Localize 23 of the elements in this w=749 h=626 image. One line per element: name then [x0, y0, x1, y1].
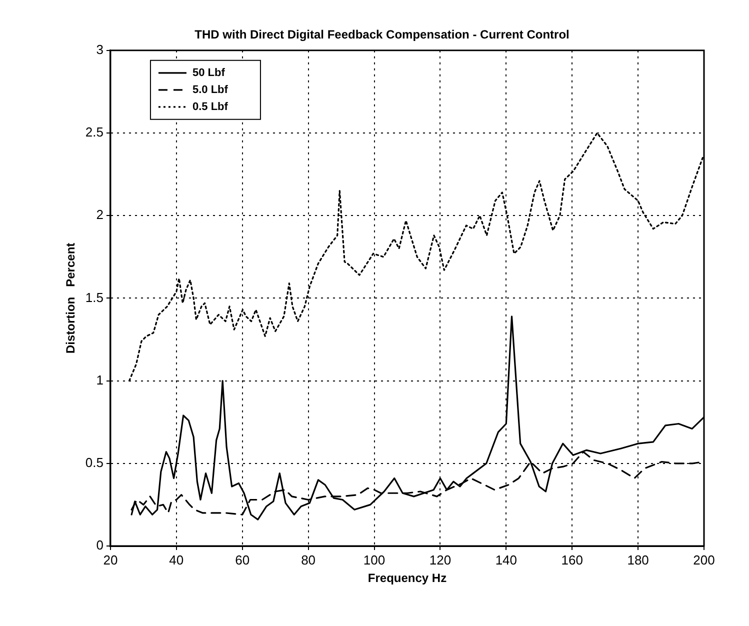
y-tick-label: 2 — [96, 207, 104, 222]
y-tick-label: 1 — [96, 372, 104, 388]
legend-label: 5.0 Lbf — [192, 84, 228, 96]
y-tick-label: 0 — [96, 538, 104, 553]
x-tick-label: 160 — [561, 552, 583, 568]
x-tick-label: 20 — [103, 552, 118, 568]
x-tick-label: 80 — [301, 552, 316, 568]
y-axis-title: Distortion Percent — [64, 242, 78, 354]
y-tick-label: 0.5 — [85, 454, 104, 470]
x-tick-label: 40 — [169, 552, 184, 568]
x-tick-label: 140 — [495, 552, 518, 568]
x-tick-label: 180 — [627, 552, 649, 568]
x-tick-label: 100 — [363, 552, 386, 568]
legend-label: 50 Lbf — [192, 66, 226, 79]
y-tick-label: 1.5 — [85, 290, 104, 305]
y-tick-label: 3 — [96, 42, 104, 57]
x-tick-label: 120 — [429, 552, 452, 568]
x-tick-label: 200 — [693, 552, 715, 568]
legend-label: 0.5 Lbf — [192, 100, 228, 113]
x-axis-title: Frequency Hz — [368, 571, 447, 586]
chart-title: THD with Direct Digital Feedback Compensation - Current Control — [194, 28, 570, 42]
x-tick-label: 60 — [235, 552, 250, 568]
y-tick-label: 2.5 — [85, 124, 104, 140]
